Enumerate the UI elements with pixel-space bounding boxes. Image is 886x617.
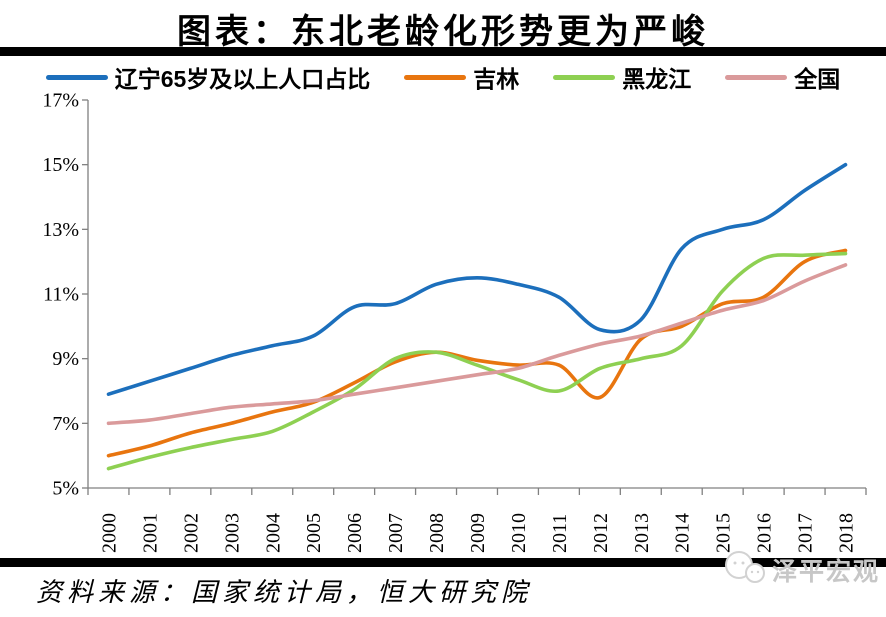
x-axis-label: 2011 — [549, 514, 571, 553]
source-note: 资料来源：国家统计局，恒大研究院 — [36, 578, 533, 607]
legend-label: 全国 — [794, 66, 841, 92]
legend-swatch — [553, 74, 616, 80]
series-line-3 — [106, 263, 848, 426]
x-axis-label: 2006 — [344, 513, 366, 553]
top-divider — [0, 47, 886, 56]
legend-swatch — [404, 74, 467, 80]
watermark-label: 泽平宏观 — [771, 558, 880, 586]
y-axis-label: 5% — [52, 478, 79, 500]
x-axis-label: 2013 — [631, 513, 653, 553]
chat-bubbles-icon — [724, 551, 765, 583]
legend-item-0: 辽宁65岁及以上人口占比 — [45, 60, 371, 94]
x-axis-label: 2017 — [795, 513, 817, 553]
series-line-2 — [106, 251, 848, 471]
series-line-0 — [106, 162, 848, 396]
x-axis-label: 2001 — [139, 513, 161, 553]
bottom-divider — [0, 558, 886, 567]
chart-title: 图表：东北老龄化形势更为严峻 — [177, 14, 709, 51]
watermark: 泽平宏观 — [722, 548, 880, 592]
y-axis-label: 15% — [42, 154, 79, 176]
legend-label: 辽宁65岁及以上人口占比 — [114, 66, 371, 92]
x-axis-label: 2018 — [836, 513, 858, 553]
legend-item-1: 吉林 — [404, 60, 519, 94]
x-axis-label: 2003 — [221, 513, 243, 553]
series-line-1 — [106, 248, 848, 458]
x-axis-label: 2016 — [754, 513, 776, 553]
x-axis-label: 2002 — [180, 513, 202, 553]
x-axis-label: 2004 — [262, 513, 284, 553]
legend-item-3: 全国 — [725, 60, 840, 94]
x-axis-label: 2012 — [590, 513, 612, 553]
y-axis-label: 17% — [42, 92, 79, 112]
x-axis-label: 2010 — [508, 513, 530, 553]
legend-label: 黑龙江 — [622, 66, 692, 92]
x-axis-label: 2015 — [713, 513, 735, 553]
legend-swatch — [725, 74, 788, 80]
line-chart: 5% 7% 9% 11% 13% 15% 17% 2000 2001 2002 2003 2004 20… — [42, 92, 867, 553]
x-axis-label: 2000 — [99, 513, 121, 553]
x-axis-label: 2009 — [467, 513, 489, 553]
x-axis-label: 2005 — [303, 513, 325, 553]
legend-item-2: 黑龙江 — [553, 60, 691, 94]
legend-swatch — [45, 74, 108, 80]
x-axis-label: 2007 — [385, 513, 407, 553]
y-axis-label: 7% — [52, 413, 79, 435]
legend-label: 吉林 — [473, 66, 520, 92]
y-axis-label: 11% — [43, 284, 79, 306]
y-axis-label: 9% — [52, 348, 79, 370]
x-axis-label: 2014 — [672, 513, 694, 553]
x-axis-label: 2008 — [426, 513, 448, 553]
y-axis-label: 13% — [42, 219, 79, 241]
legend: 辽宁65岁及以上人口占比 吉林 黑龙江 全国 — [0, 60, 886, 94]
